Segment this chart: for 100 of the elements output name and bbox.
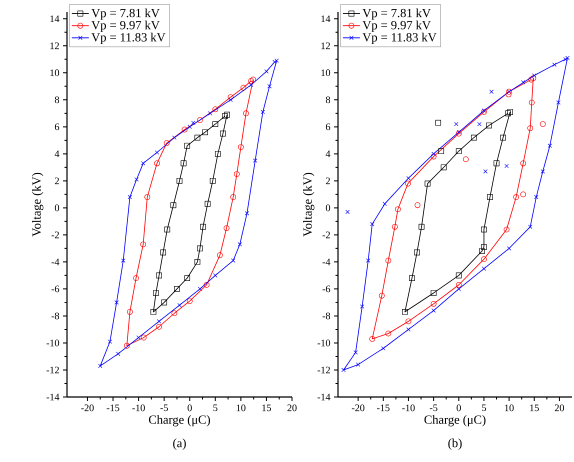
point [360, 304, 364, 309]
point [438, 148, 444, 154]
point [194, 134, 200, 141]
point [424, 180, 430, 186]
point [114, 300, 119, 305]
point [430, 154, 437, 160]
y-tick-label: 10 [50, 69, 60, 76]
x-tick-label: 20 [554, 404, 564, 412]
text: (b) [448, 438, 462, 450]
point [483, 169, 488, 174]
point [402, 308, 408, 315]
point [212, 106, 218, 112]
point [136, 335, 141, 340]
point [191, 120, 196, 125]
point [414, 202, 420, 208]
point [124, 342, 130, 349]
point [482, 266, 486, 271]
point [184, 142, 190, 149]
legend-label: Vp = 9.97 kV [362, 20, 431, 32]
point [405, 180, 411, 186]
point [248, 82, 254, 88]
point [224, 225, 230, 232]
point [154, 150, 160, 155]
legend-label: Vp = 7.81 kV [362, 8, 431, 20]
x-tick-label: 20 [287, 404, 297, 412]
point [156, 272, 162, 278]
x-tick-label: -10 [132, 404, 145, 412]
point [556, 100, 561, 105]
y-tick-label: 8 [326, 96, 330, 104]
point [160, 250, 166, 256]
point [456, 148, 462, 154]
point [238, 144, 244, 150]
y-tick-label: -14 [46, 394, 60, 400]
point [240, 84, 246, 91]
point [341, 368, 346, 372]
y-axis-title: Voltage (kV) [32, 172, 44, 237]
point [164, 226, 170, 232]
x-axis-title: Charge (μC) [148, 415, 210, 426]
point [216, 252, 223, 258]
point [121, 258, 126, 263]
y-tick-label: -6 [52, 286, 60, 292]
y-tick-label: 6 [54, 123, 60, 130]
point [198, 286, 202, 292]
y-axis-title: Voltage (kV) [303, 172, 314, 237]
point [133, 275, 139, 282]
x-tick-label: -5 [160, 404, 168, 412]
point [527, 125, 534, 132]
x-tick-label: -5 [430, 404, 438, 412]
y-tick-label: 2 [54, 178, 59, 184]
point [214, 150, 221, 157]
y-tick-label: -8 [322, 312, 330, 320]
x-tick-label: 10 [504, 404, 514, 412]
point [228, 98, 233, 102]
legend-label: Vp = 11.83 kV [91, 32, 166, 44]
point [164, 140, 170, 146]
y-tick-label: 4 [54, 150, 60, 158]
y-tick-label: 12 [321, 42, 330, 50]
point [369, 336, 376, 342]
point [378, 292, 385, 299]
y-tick-label: -14 [318, 394, 330, 400]
point [108, 339, 112, 344]
point [430, 300, 437, 307]
x-tick-label: 10 [236, 404, 246, 412]
point [382, 202, 387, 206]
point [532, 73, 536, 78]
point [479, 248, 485, 254]
point [200, 224, 206, 230]
point [141, 161, 146, 166]
y-tick-label: -6 [322, 286, 330, 292]
point [406, 176, 411, 180]
point [462, 156, 469, 162]
point [435, 120, 442, 126]
point [504, 164, 509, 168]
point [534, 194, 538, 200]
y-tick-label: 8 [54, 96, 60, 104]
point [356, 362, 360, 367]
y-tick-label: -4 [322, 258, 330, 266]
point [238, 242, 242, 246]
point [176, 178, 182, 184]
point [180, 160, 186, 166]
y-tick-label: -2 [322, 232, 330, 238]
point [345, 210, 350, 214]
point [244, 211, 250, 216]
point [409, 275, 415, 282]
point [481, 226, 487, 232]
point [431, 308, 436, 313]
point [481, 256, 487, 262]
point [440, 164, 447, 170]
y-tick-label: 14 [50, 15, 60, 22]
point [202, 129, 208, 136]
point [487, 194, 493, 200]
point [264, 69, 269, 74]
point [267, 84, 272, 88]
point [171, 310, 178, 316]
point [204, 282, 210, 288]
x-tick-label: -15 [377, 404, 390, 412]
point [161, 300, 168, 306]
x-tick-label: 5 [482, 404, 486, 412]
point [213, 273, 218, 278]
point [156, 324, 162, 330]
